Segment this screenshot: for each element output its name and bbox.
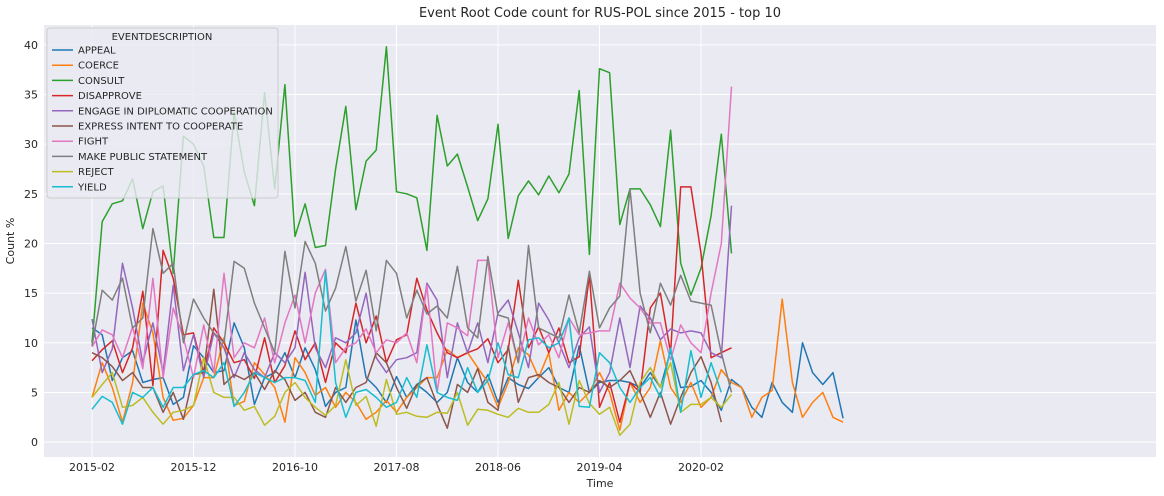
x-tick-label: 2019-04: [577, 461, 623, 474]
y-axis-label: Count %: [4, 218, 17, 265]
legend-entry: EXPRESS INTENT TO COOPERATE: [78, 122, 243, 133]
x-tick-label: 2016-10: [272, 461, 318, 474]
series-line-make-public-statement: [91, 188, 733, 393]
x-axis-label: Time: [586, 477, 614, 490]
legend-box: [46, 27, 279, 199]
legend-entry: CONSULT: [78, 76, 125, 87]
legend-entry: YIELD: [77, 182, 107, 193]
y-tick-label: 30: [24, 138, 38, 151]
legend-entry: FIGHT: [78, 137, 109, 148]
legend-entry: APPEAL: [78, 46, 116, 57]
x-tick-label: 2017-08: [374, 461, 420, 474]
x-tick-label: 2020-02: [678, 461, 724, 474]
legend-items: APPEAL COERCE CONSULT DISAPPROVE ENGAGE IN D…: [52, 46, 273, 193]
x-tick-label: 2015-02: [69, 461, 115, 474]
y-tick-label: 10: [24, 337, 38, 350]
x-tick-label: 2015-12: [171, 461, 217, 474]
legend-entry: REJECT: [78, 167, 115, 178]
y-tick-label: 40: [24, 39, 38, 52]
legend-entry: ENGAGE IN DIPLOMATIC COOPERATION: [78, 106, 273, 117]
y-tick-label: 15: [24, 287, 38, 300]
y-tick-label: 20: [24, 237, 38, 250]
legend-entry: COERCE: [78, 61, 119, 72]
y-tick-label: 35: [24, 89, 38, 102]
y-tick-label: 0: [31, 436, 38, 449]
y-tick-label: 5: [31, 386, 38, 399]
legend-entry: DISAPPROVE: [78, 91, 142, 102]
series-line-yield: [91, 270, 723, 425]
chart-title: Event Root Code count for RUS-POL since …: [419, 6, 781, 21]
legend-entry: MAKE PUBLIC STATEMENT: [78, 152, 208, 163]
series-line-reject: [91, 356, 733, 436]
series-line-fight: [91, 86, 733, 394]
legend-title: EVENTDESCRIPTION: [112, 32, 213, 43]
legend: EVENTDESCRIPTION APPEAL COERCE CONSULT DISA…: [46, 27, 279, 199]
axis-ticks: 0 5 10 15 20 25 30 35 40 2015-02 2015-12 2016-10 201…: [24, 39, 724, 474]
series-line-engage-in-diplomatic-cooperation: [91, 205, 733, 394]
series-lines: [91, 46, 844, 436]
y-tick-label: 25: [24, 188, 38, 201]
x-tick-label: 2018-06: [475, 461, 521, 474]
